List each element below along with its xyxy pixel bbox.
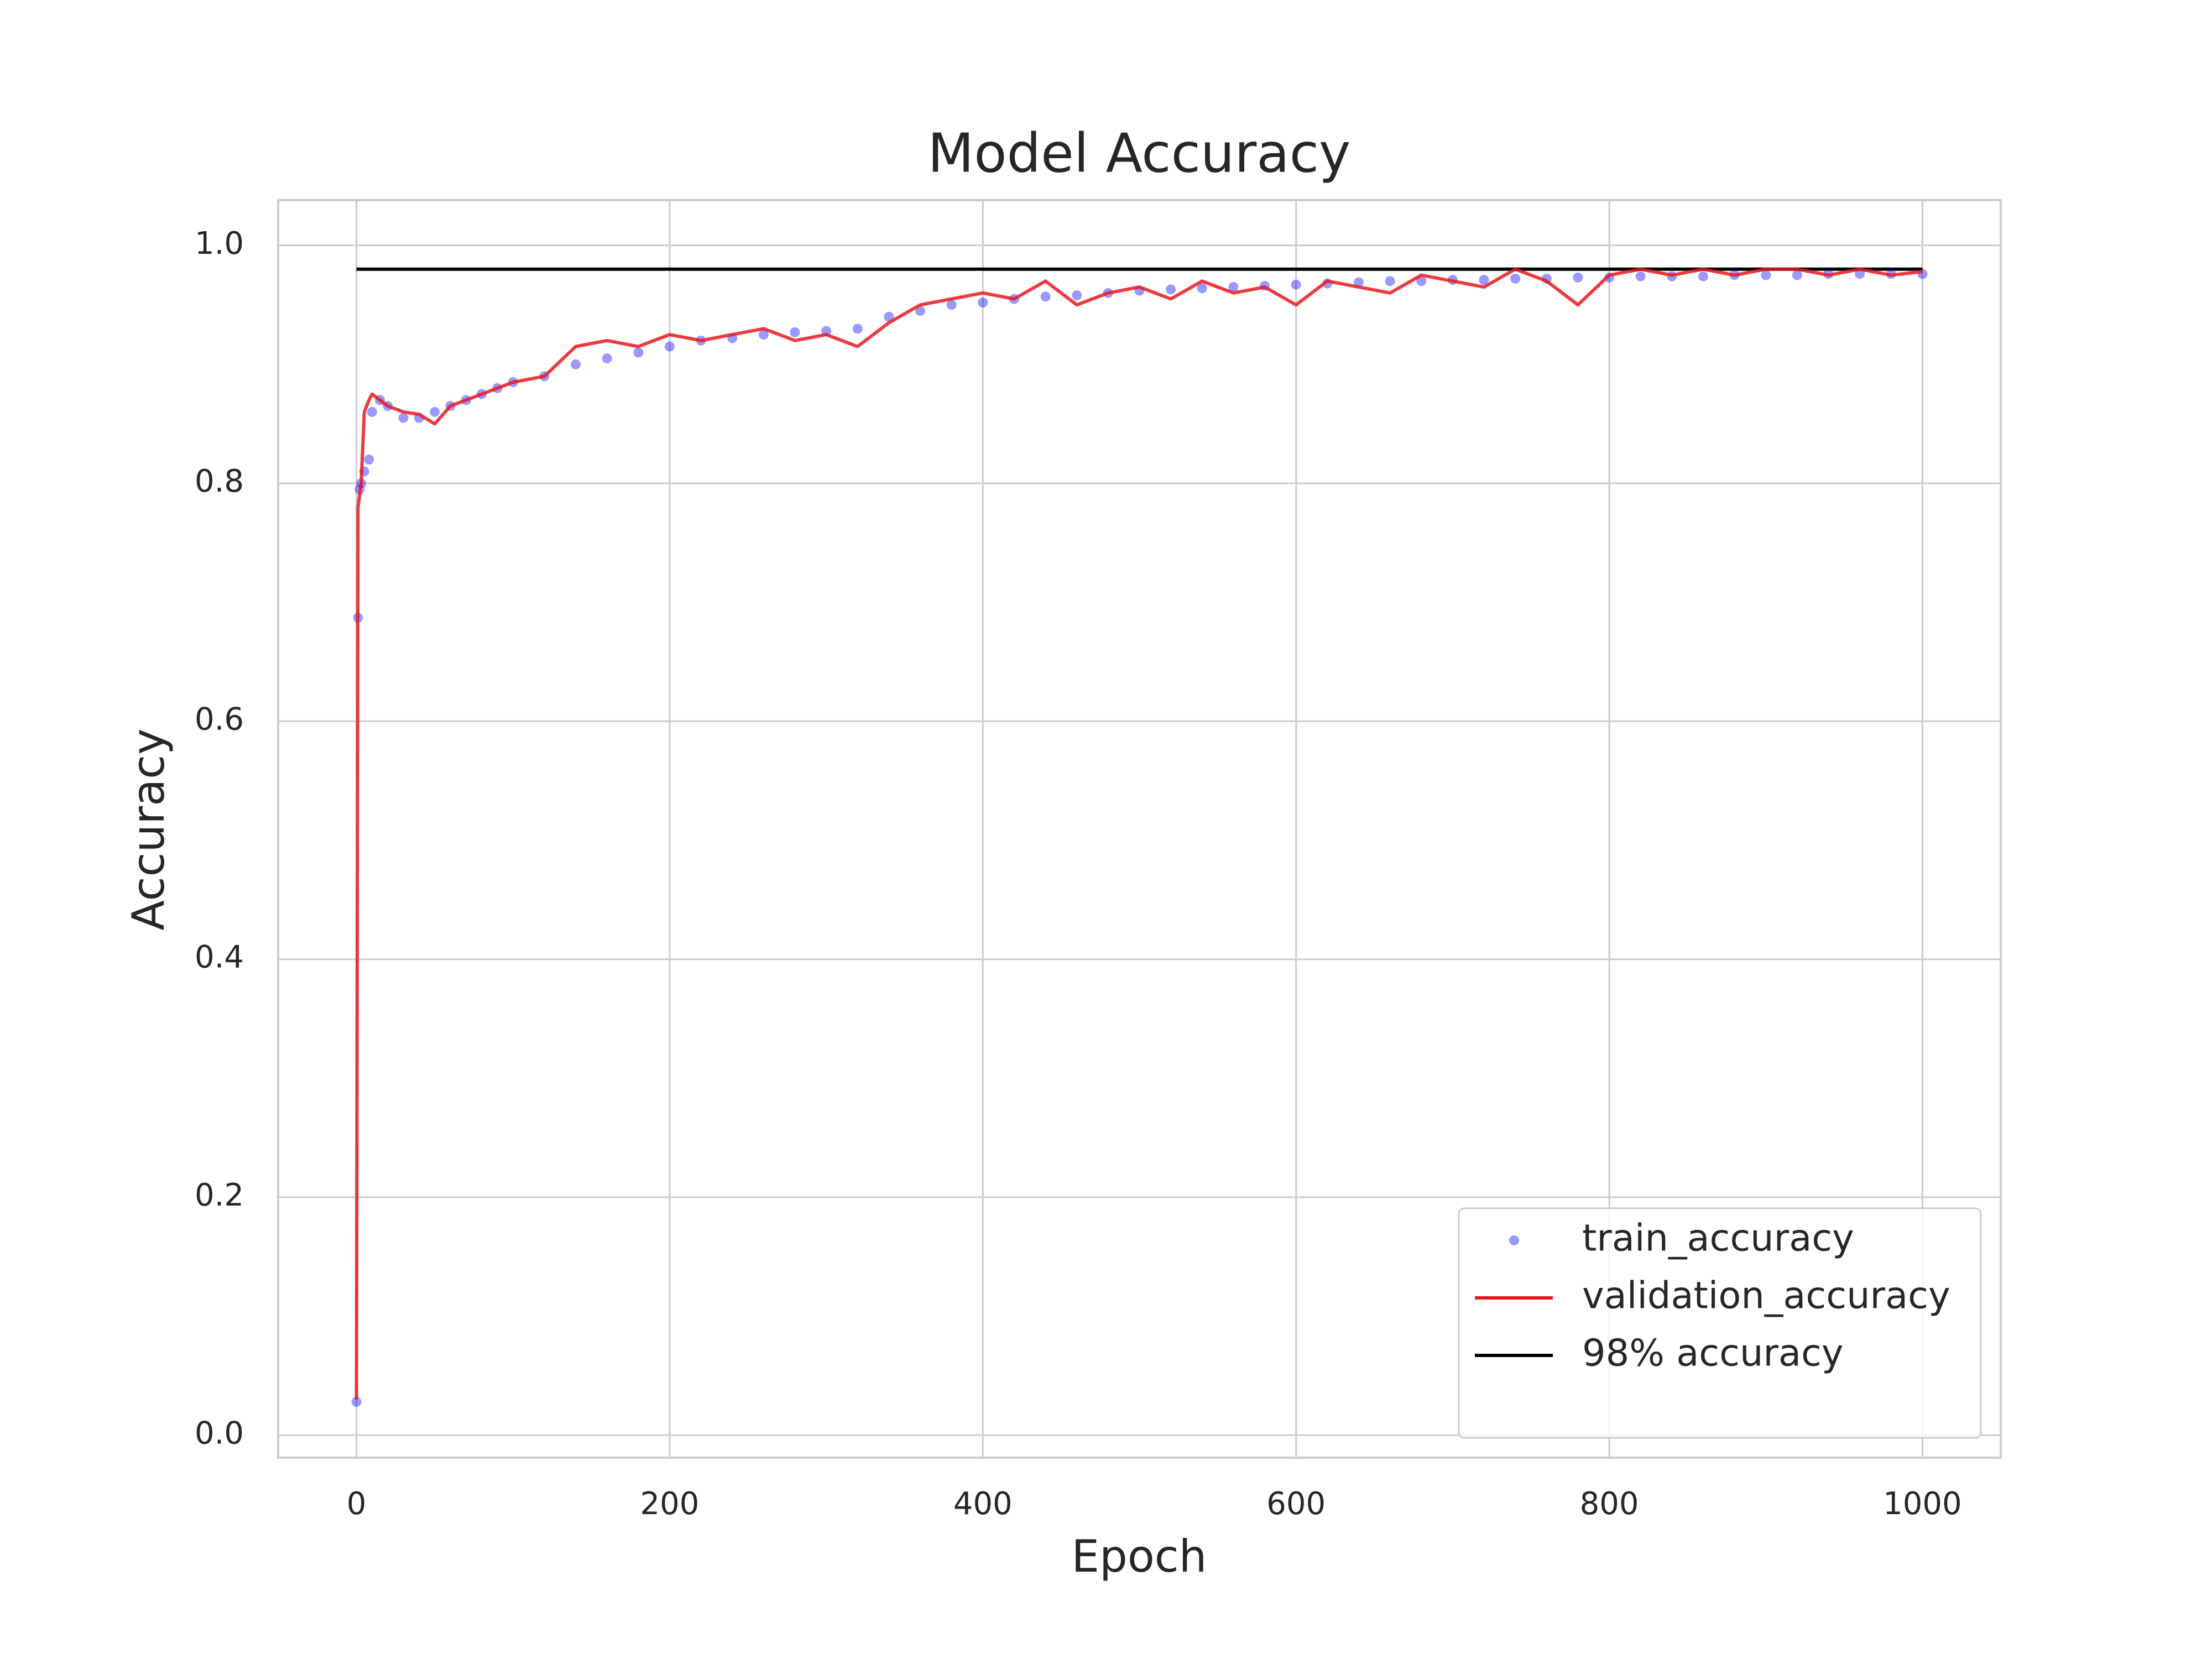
data-point <box>367 406 377 417</box>
data-point <box>1855 269 1865 279</box>
data-point <box>1166 284 1176 295</box>
data-point <box>978 298 988 308</box>
legend-label: train_accuracy <box>1582 1217 1854 1260</box>
data-point <box>633 347 644 358</box>
data-point <box>1291 279 1301 290</box>
y-tick-label: 0.2 <box>195 1177 244 1213</box>
data-point <box>1228 282 1239 293</box>
x-tick-label: 0 <box>347 1486 367 1522</box>
y-tick-label: 0.8 <box>195 463 244 499</box>
x-tick-label: 600 <box>1266 1486 1326 1522</box>
data-point <box>1072 290 1082 301</box>
x-tick-label: 1000 <box>1883 1486 1962 1522</box>
y-tick-label: 0.4 <box>195 940 244 975</box>
data-point <box>1635 271 1646 281</box>
data-point <box>1510 273 1521 284</box>
data-point <box>915 306 926 316</box>
legend-label: 98% accuracy <box>1582 1332 1844 1375</box>
legend-label: validation_accuracy <box>1582 1274 1950 1317</box>
data-point <box>1353 277 1364 288</box>
data-point <box>1698 271 1708 281</box>
chart-title: Model Accuracy <box>928 122 1351 184</box>
data-point <box>1761 270 1771 280</box>
y-tick-label: 0.6 <box>195 701 244 737</box>
y-axis-label: Accuracy <box>123 728 174 930</box>
data-point <box>364 454 374 465</box>
data-point <box>1385 276 1395 286</box>
data-point <box>1573 272 1583 283</box>
data-point <box>758 330 769 340</box>
data-point <box>1792 270 1802 280</box>
x-axis-label: Epoch <box>1072 1531 1207 1582</box>
data-point <box>430 406 440 417</box>
legend-box <box>1458 1207 1982 1439</box>
data-point <box>664 341 675 352</box>
data-point <box>790 327 800 337</box>
data-point <box>1197 283 1207 294</box>
x-tick-label: 400 <box>953 1486 1013 1522</box>
data-point <box>1479 275 1489 285</box>
data-point <box>884 311 894 322</box>
data-point <box>946 300 957 310</box>
data-point <box>602 353 612 364</box>
y-tick-label: 1.0 <box>195 226 244 262</box>
x-tick-label: 200 <box>640 1486 700 1522</box>
data-line <box>354 267 1923 1400</box>
data-point <box>351 1396 362 1407</box>
legend-marker <box>1509 1235 1519 1245</box>
x-tick-label: 800 <box>1580 1486 1639 1522</box>
y-tick-label: 0.0 <box>195 1415 244 1451</box>
data-point <box>571 359 581 369</box>
data-point <box>852 324 863 334</box>
data-point <box>1040 291 1051 302</box>
data-point <box>1416 276 1427 286</box>
plot-frame <box>277 199 2002 1459</box>
data-point <box>398 413 409 423</box>
